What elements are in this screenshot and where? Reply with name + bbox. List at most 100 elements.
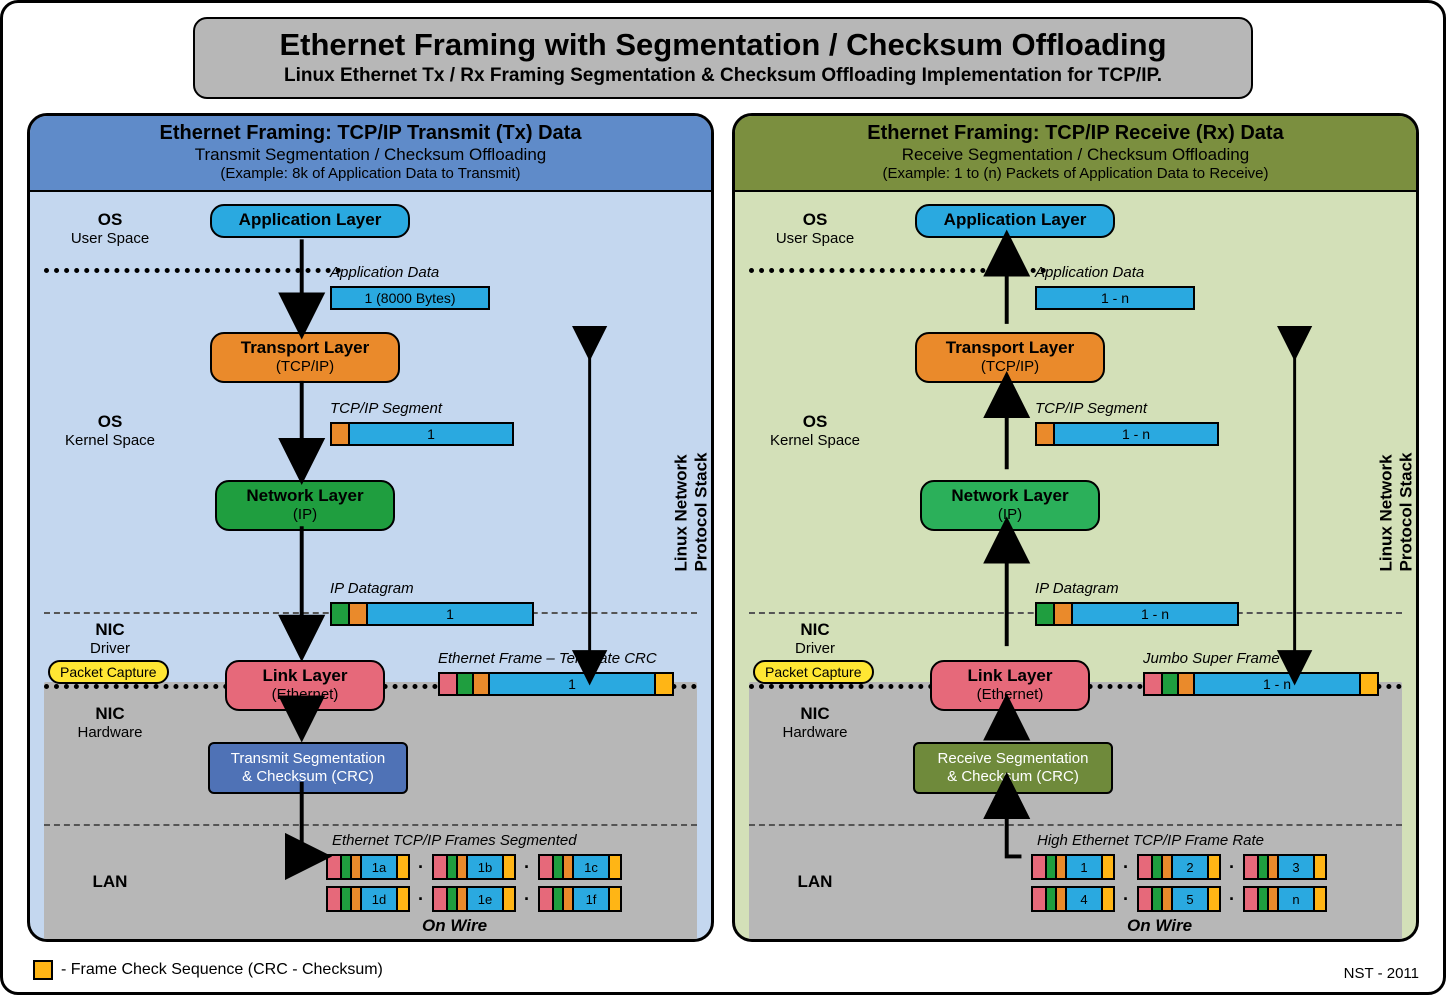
tx-chip-1a-t: 1a	[362, 856, 398, 878]
title-h1: Ethernet Framing with Segmentation / Che…	[205, 27, 1241, 63]
rx-layer-transport: Transport Layer (TCP/IP)	[915, 332, 1105, 383]
tx-ethf-bar: 1	[438, 672, 674, 696]
rx-layer-trn-t: Transport Layer	[931, 338, 1089, 358]
rx-chip-4-t: 4	[1067, 888, 1103, 910]
tx-chip-1e-t: 1e	[468, 888, 504, 910]
rx-appdata-text: 1 - n	[1037, 288, 1193, 308]
rx-tcpseg-bar: 1 - n	[1035, 422, 1219, 446]
tx-panel: Ethernet Framing: TCP/IP Transmit (Tx) D…	[27, 113, 714, 942]
tx-head-h3: (Example: 8k of Application Data to Tran…	[38, 165, 703, 182]
rx-body: OS User Space OS Kernel Space NIC Driver…	[735, 202, 1416, 939]
rx-region-lan: LAN	[755, 872, 875, 892]
rx-chip-3-t: 3	[1279, 856, 1315, 878]
title-h2: Linux Ethernet Tx / Rx Framing Segmentat…	[205, 65, 1241, 87]
rx-ipdg-bar: 1 - n	[1035, 602, 1239, 626]
rx-region-lan-b: LAN	[755, 872, 875, 892]
rx-ipdg-text: 1 - n	[1073, 604, 1237, 624]
tx-onwire: On Wire	[422, 916, 487, 936]
rx-layer-app-t: Application Layer	[931, 210, 1099, 230]
tx-chip-1b-t: 1b	[468, 856, 504, 878]
tx-layer-lnk-t: Link Layer	[241, 666, 369, 686]
tx-layer-network: Network Layer (IP)	[215, 480, 395, 531]
tx-layer-net-s: (IP)	[231, 506, 379, 523]
footer-right: NST - 2011	[1344, 965, 1419, 982]
rx-region-nichw-s: Hardware	[755, 724, 875, 741]
rx-chip-5-t: 5	[1173, 888, 1209, 910]
tx-ethf-text: 1	[490, 674, 656, 694]
tx-packet-capture-badge: Packet Capture	[48, 660, 169, 684]
tx-layer-lnk-s: (Ethernet)	[241, 686, 369, 703]
tx-region-user-s: User Space	[50, 230, 170, 247]
rx-chip-3: 3	[1243, 854, 1327, 880]
tx-appdata-text: 1 (8000 Bytes)	[332, 288, 488, 308]
tx-chip-1d: 1d	[326, 886, 410, 912]
rx-stack-label: Linux NetworkProtocol Stack	[1376, 452, 1416, 571]
rx-chips-r2: 4· 5· n	[1031, 886, 1327, 912]
rx-chip-1-t: 1	[1067, 856, 1103, 878]
rx-layer-trn-s: (TCP/IP)	[931, 358, 1089, 375]
rx-chip-5: 5	[1137, 886, 1221, 912]
rx-region-nichw-b: NIC	[755, 704, 875, 724]
rx-panel-head: Ethernet Framing: TCP/IP Receive (Rx) Da…	[735, 116, 1416, 192]
page-root: Ethernet Framing with Segmentation / Che…	[0, 0, 1446, 995]
tx-chip-1e: 1e	[432, 886, 516, 912]
tx-region-user: OS User Space	[50, 210, 170, 247]
rx-layer-lnk-s: (Ethernet)	[946, 686, 1074, 703]
tx-region-kernel: OS Kernel Space	[50, 412, 170, 449]
rx-layer-network: Network Layer (IP)	[920, 480, 1100, 531]
rx-layer-app: Application Layer	[915, 204, 1115, 238]
rx-panel: Ethernet Framing: TCP/IP Receive (Rx) Da…	[732, 113, 1419, 942]
rx-region-user-b: OS	[755, 210, 875, 230]
rx-chip-1: 1	[1031, 854, 1115, 880]
rx-chip-2-t: 2	[1173, 856, 1209, 878]
tx-head-h2: Transmit Segmentation / Checksum Offload…	[38, 145, 703, 165]
title-box: Ethernet Framing with Segmentation / Che…	[193, 17, 1253, 99]
tx-layer-link: Link Layer (Ethernet)	[225, 660, 385, 711]
tx-region-lan-b: LAN	[50, 872, 170, 892]
rx-segbox: Receive Segmentation & Checksum (CRC)	[913, 742, 1113, 794]
rx-region-user-s: User Space	[755, 230, 875, 247]
tx-chip-1f: 1f	[538, 886, 622, 912]
tx-layer-trn-t: Transport Layer	[226, 338, 384, 358]
tx-appdata-label: Application Data	[330, 264, 439, 281]
rx-head-h3: (Example: 1 to (n) Packets of Applicatio…	[743, 165, 1408, 182]
tx-tcpseg-text: 1	[350, 424, 512, 444]
rx-ethf-bar: 1 - n	[1143, 672, 1379, 696]
rx-chips-label: High Ethernet TCP/IP Frame Rate	[1037, 832, 1264, 849]
tx-body: OS User Space OS Kernel Space NIC Driver…	[30, 202, 711, 939]
tx-region-nichw-s: Hardware	[50, 724, 170, 741]
rx-region-kernel: OS Kernel Space	[755, 412, 875, 449]
tx-head-h1: Ethernet Framing: TCP/IP Transmit (Tx) D…	[38, 122, 703, 145]
tx-chip-1c-t: 1c	[574, 856, 610, 878]
rx-region-kernel-b: OS	[755, 412, 875, 432]
tx-sep-hw-lan	[44, 824, 697, 826]
rx-region-kernel-s: Kernel Space	[755, 432, 875, 449]
tx-chips-r1: 1a· 1b· 1c	[326, 854, 622, 880]
tx-ipdg-bar: 1	[330, 602, 534, 626]
rx-layer-lnk-t: Link Layer	[946, 666, 1074, 686]
rx-head-h2: Receive Segmentation / Checksum Offloadi…	[743, 145, 1408, 165]
tx-chip-1c: 1c	[538, 854, 622, 880]
tx-chips-label: Ethernet TCP/IP Frames Segmented	[332, 832, 577, 849]
rx-ipdg-label: IP Datagram	[1035, 580, 1119, 597]
tx-layer-net-t: Network Layer	[231, 486, 379, 506]
tx-chip-1b: 1b	[432, 854, 516, 880]
tx-tcpseg-bar: 1	[330, 422, 514, 446]
legend: - Frame Check Sequence (CRC - Checksum)	[33, 960, 383, 980]
rx-layer-net-s: (IP)	[936, 506, 1084, 523]
tx-region-nichw: NIC Hardware	[50, 704, 170, 741]
tx-panel-head: Ethernet Framing: TCP/IP Transmit (Tx) D…	[30, 116, 711, 192]
rx-region-nicdrv-s: Driver	[755, 640, 875, 657]
rx-region-nichw: NIC Hardware	[755, 704, 875, 741]
rx-chips-r1: 1· 2· 3	[1031, 854, 1327, 880]
tx-chip-1a: 1a	[326, 854, 410, 880]
panels: Ethernet Framing: TCP/IP Transmit (Tx) D…	[27, 113, 1419, 942]
rx-region-user: OS User Space	[755, 210, 875, 247]
tx-ipdg-label: IP Datagram	[330, 580, 414, 597]
rx-ethf-text: 1 - n	[1195, 674, 1361, 694]
rx-layer-net-t: Network Layer	[936, 486, 1084, 506]
rx-appdata-label: Application Data	[1035, 264, 1144, 281]
rx-chip-4: 4	[1031, 886, 1115, 912]
rx-layer-link: Link Layer (Ethernet)	[930, 660, 1090, 711]
tx-region-user-b: OS	[50, 210, 170, 230]
